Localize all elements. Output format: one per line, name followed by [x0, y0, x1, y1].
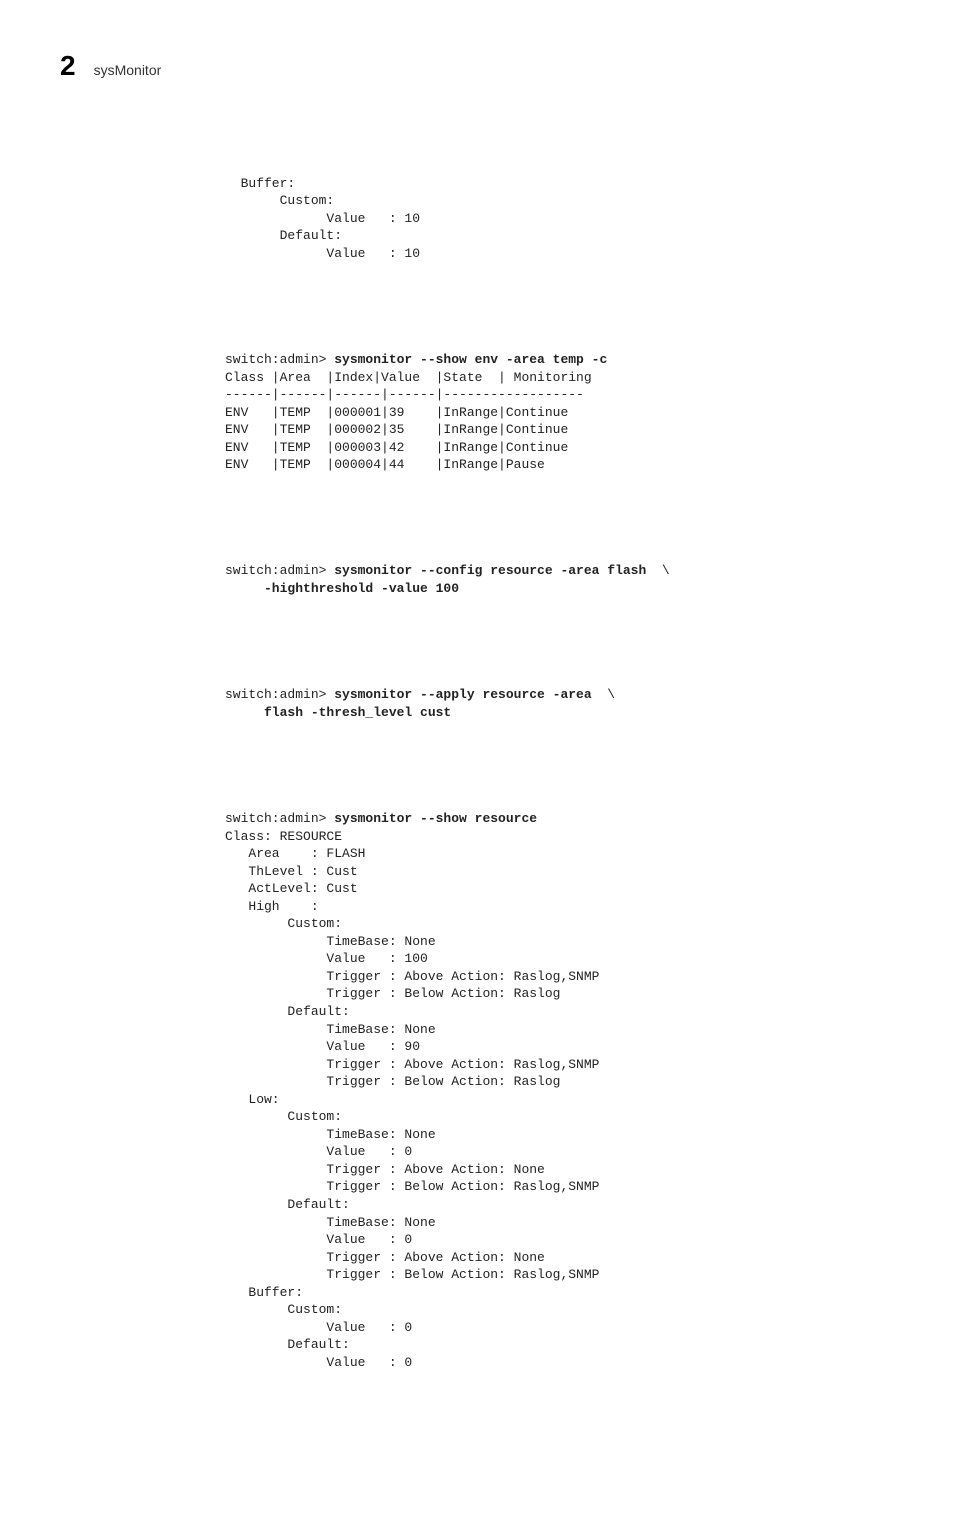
code-block-show-env: switch:admin> sysmonitor --show env -are…	[225, 351, 894, 474]
code-block-show-resource: switch:admin> sysmonitor --show resource…	[225, 810, 894, 1372]
code-block-buffer: Buffer: Custom: Value : 10 Default: Valu…	[225, 175, 894, 263]
page-title: sysMonitor	[94, 62, 162, 78]
code-block-apply-resource: switch:admin> sysmonitor --apply resourc…	[225, 686, 894, 721]
page: 2 sysMonitor Buffer: Custom: Value : 10 …	[0, 0, 954, 1520]
code-block-config-resource: switch:admin> sysmonitor --config resour…	[225, 562, 894, 597]
page-header: 2 sysMonitor	[60, 50, 894, 82]
code-area: Buffer: Custom: Value : 10 Default: Valu…	[225, 122, 894, 1460]
chapter-number: 2	[60, 50, 76, 82]
